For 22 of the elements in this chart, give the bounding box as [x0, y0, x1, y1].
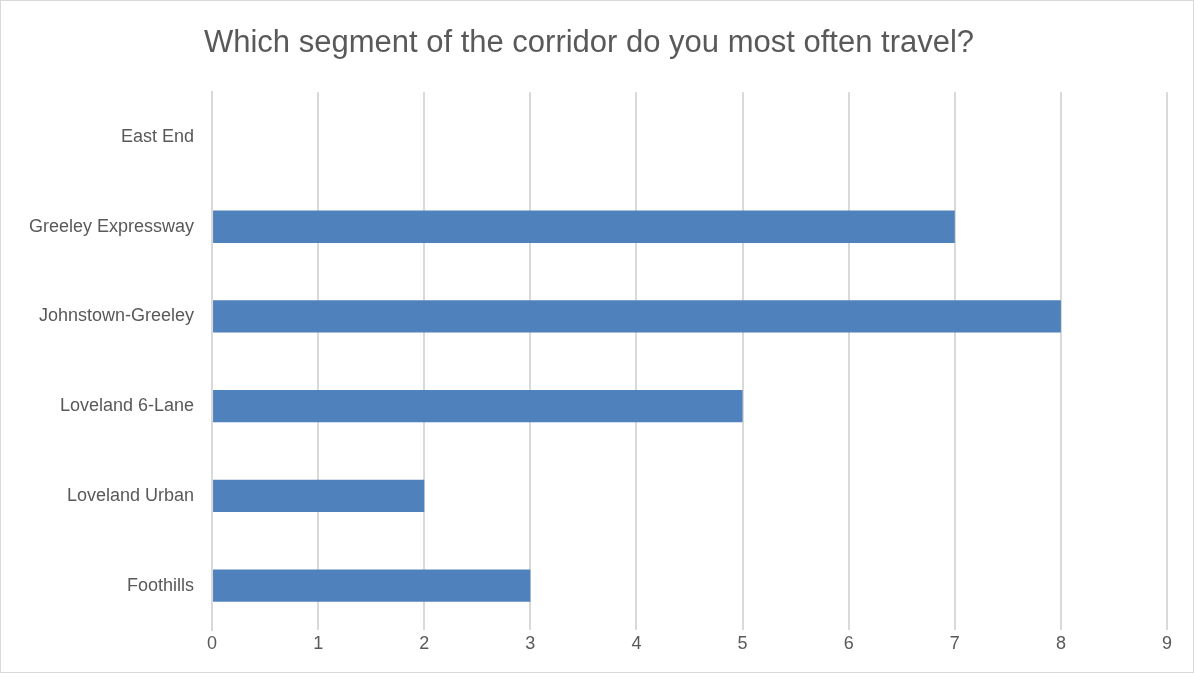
x-tick-label: 0: [207, 633, 218, 654]
y-tick-label: Foothills: [127, 574, 195, 595]
x-tick-label: 3: [525, 633, 536, 654]
bar: [213, 479, 425, 512]
y-tick-label: East End: [121, 126, 195, 147]
x-tick-label: 7: [949, 633, 960, 654]
y-tick-label: Johnstown-Greeley: [38, 305, 195, 326]
x-tick-label: 6: [843, 633, 854, 654]
x-tick-label: 2: [419, 633, 430, 654]
chart-title: Which segment of the corridor do you most often travel?: [203, 24, 975, 60]
bar: [213, 569, 531, 602]
bar: [213, 210, 955, 243]
x-tick-label: 5: [737, 633, 748, 654]
x-tick-label: 4: [631, 633, 642, 654]
x-tick-label: 8: [1055, 633, 1066, 654]
bar: [213, 300, 1061, 333]
bar: [213, 390, 743, 423]
y-tick-label: Loveland 6-Lane: [59, 395, 195, 416]
x-tick-label: 1: [313, 633, 324, 654]
x-tick-label: 9: [1161, 633, 1173, 654]
y-tick-label: Greeley Expressway: [29, 215, 195, 236]
y-tick-label: Loveland Urban: [66, 484, 195, 505]
